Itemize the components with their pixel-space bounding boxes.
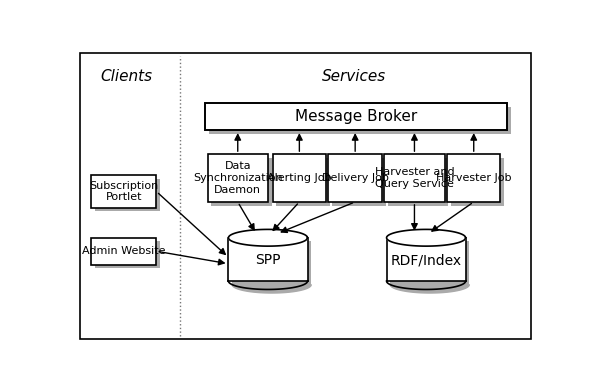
- Bar: [447, 154, 500, 202]
- Bar: [328, 154, 382, 202]
- Bar: [209, 107, 511, 134]
- Text: Delivery Job: Delivery Job: [322, 173, 389, 183]
- Bar: [91, 175, 157, 208]
- Bar: [277, 158, 330, 206]
- Text: Data
Synchronization
Daemon: Data Synchronization Daemon: [193, 161, 283, 195]
- Bar: [211, 158, 272, 206]
- Bar: [386, 238, 466, 281]
- Text: SPP: SPP: [255, 253, 281, 267]
- Text: Alerting Job: Alerting Job: [267, 173, 332, 183]
- Bar: [205, 103, 508, 130]
- Text: Admin Website: Admin Website: [82, 246, 166, 256]
- Bar: [272, 154, 326, 202]
- Bar: [232, 241, 311, 285]
- Bar: [229, 238, 308, 281]
- Bar: [332, 158, 386, 206]
- Text: Subscription
Portlet: Subscription Portlet: [89, 181, 158, 202]
- Bar: [390, 241, 469, 285]
- Bar: [208, 154, 268, 202]
- Bar: [95, 241, 160, 268]
- Polygon shape: [229, 229, 308, 246]
- Text: Harvester Job: Harvester Job: [436, 173, 511, 183]
- Text: Message Broker: Message Broker: [295, 109, 418, 124]
- Bar: [384, 154, 445, 202]
- Polygon shape: [232, 285, 311, 293]
- Text: Harvester and
Query Service: Harvester and Query Service: [374, 167, 454, 189]
- Polygon shape: [386, 229, 466, 246]
- Bar: [91, 238, 157, 265]
- Text: Services: Services: [322, 69, 386, 84]
- Polygon shape: [390, 285, 469, 293]
- Text: RDF/Index: RDF/Index: [391, 253, 461, 267]
- Text: Clients: Clients: [100, 69, 152, 84]
- Bar: [388, 158, 448, 206]
- Bar: [451, 158, 504, 206]
- Bar: [95, 178, 160, 211]
